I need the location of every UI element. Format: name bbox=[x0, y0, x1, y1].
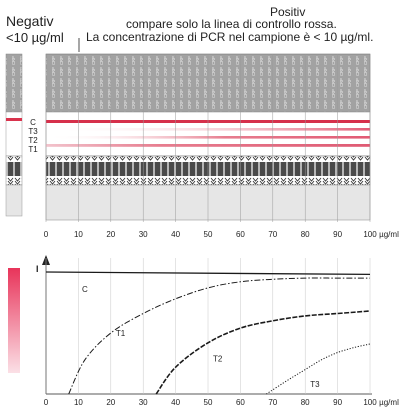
positive-line2: La concentrazione di PCR nel campione è … bbox=[86, 30, 374, 44]
bottom-axis-ticks: 0 10 20 30 40 50 60 70 80 90 100 µg/ml bbox=[44, 398, 399, 407]
top-tick-label: 10 bbox=[74, 230, 83, 239]
top-tick-label: 100 bbox=[363, 230, 377, 239]
bottom-tick-label: 90 bbox=[333, 398, 342, 407]
negative-threshold: <10 µg/ml bbox=[6, 30, 64, 45]
series-label-c: C bbox=[82, 285, 88, 294]
bottom-tick-label: 70 bbox=[268, 398, 277, 407]
series-line-t3 bbox=[266, 343, 371, 395]
top-tick-label: 30 bbox=[139, 230, 148, 239]
top-axis-ticks: 0 10 20 30 40 50 60 70 80 90 100 µg/ml bbox=[44, 230, 399, 239]
chart-series bbox=[45, 271, 371, 395]
negative-strip bbox=[5, 53, 23, 217]
top-tick-label: 70 bbox=[268, 230, 277, 239]
intensity-chart: I bbox=[36, 255, 372, 395]
bottom-tick-label: 20 bbox=[106, 398, 115, 407]
chart-series-labels: C T1 T2 T3 bbox=[82, 285, 320, 389]
y-axis-label: I bbox=[36, 264, 39, 274]
intensity-color-bar bbox=[8, 268, 20, 373]
bottom-axis-unit: µg/ml bbox=[379, 398, 399, 407]
chart-grid bbox=[45, 258, 371, 394]
series-label-t2: T2 bbox=[213, 355, 223, 364]
series-label-t3: T3 bbox=[310, 380, 320, 389]
bottom-tick-label: 40 bbox=[171, 398, 180, 407]
strip-label-c: C bbox=[30, 118, 36, 127]
negative-title: Negativ bbox=[6, 13, 54, 29]
strip-label-t1: T1 bbox=[28, 145, 38, 154]
bottom-tick-label: 10 bbox=[74, 398, 83, 407]
strip-label-t3: T3 bbox=[28, 127, 38, 136]
bottom-tick-label: 80 bbox=[301, 398, 310, 407]
bottom-tick-label: 100 bbox=[363, 398, 377, 407]
top-tick-label: 80 bbox=[301, 230, 310, 239]
bottom-tick-label: 30 bbox=[139, 398, 148, 407]
positive-title: Positiv bbox=[270, 5, 306, 19]
series-label-t1: T1 bbox=[116, 329, 126, 338]
positive-line1: compare solo la linea di controllo rossa… bbox=[126, 17, 337, 31]
bottom-tick-label: 50 bbox=[204, 398, 213, 407]
top-tick-label: 90 bbox=[333, 230, 342, 239]
series-line-t2 bbox=[155, 310, 371, 395]
bottom-tick-label: 60 bbox=[236, 398, 245, 407]
top-tick-label: 40 bbox=[171, 230, 180, 239]
top-tick-label: 50 bbox=[204, 230, 213, 239]
strip-grid bbox=[45, 54, 371, 222]
top-tick-label: 60 bbox=[236, 230, 245, 239]
bottom-tick-label: 0 bbox=[44, 398, 49, 407]
top-axis-unit: µg/ml bbox=[379, 230, 399, 239]
top-tick-label: 20 bbox=[106, 230, 115, 239]
strip-label-t2: T2 bbox=[28, 136, 38, 145]
series-line-t1 bbox=[68, 277, 370, 395]
series-line-c bbox=[45, 271, 371, 276]
top-tick-label: 0 bbox=[44, 230, 49, 239]
